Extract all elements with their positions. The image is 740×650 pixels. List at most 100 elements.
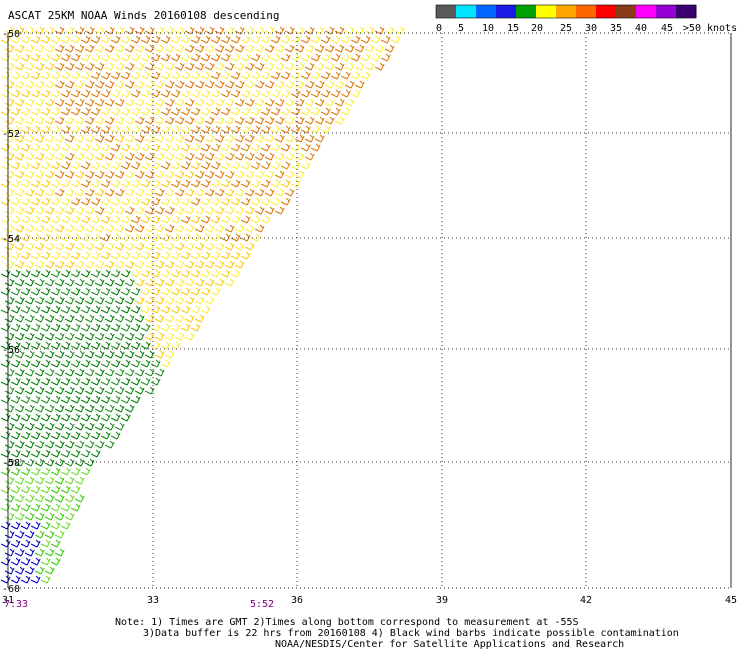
wind-barb [150,161,161,170]
wind-barb [64,134,75,143]
wind-barb [90,431,101,440]
lat-lon-grid [7,32,732,589]
wind-barb [74,80,85,89]
wind-barb [230,233,241,242]
wind-barb [270,35,281,44]
wind-barb [164,296,175,305]
wind-barb [310,125,321,134]
wind-barb [80,449,91,458]
wind-barb [0,359,11,368]
wind-barb [104,404,115,413]
wind-barb [34,494,45,503]
wind-barb [34,512,45,521]
wind-barb [134,98,145,107]
wind-barb [44,134,55,143]
wind-barb [144,350,155,359]
wind-barb [80,323,91,332]
wind-barb [130,323,141,332]
wind-barb [70,467,81,476]
wind-barb [244,44,255,53]
wind-barb [224,278,235,287]
wind-barb [94,152,105,161]
wind-barb [10,197,21,206]
wind-barb [234,242,245,251]
wind-barb [154,116,165,125]
wind-barb [164,314,175,323]
wind-barb [274,98,285,107]
wind-barb [224,44,235,53]
wind-barb [244,206,255,215]
wind-barb [124,386,135,395]
wind-barb [194,314,205,323]
wind-barb [370,35,381,44]
wind-barb [160,53,171,62]
wind-barb [4,368,15,377]
wind-barb [344,80,355,89]
wind-barb [60,35,71,44]
wind-barb [94,206,105,215]
legend-label: 0 [436,23,442,34]
wind-barb [130,125,141,134]
wind-barb [70,377,81,386]
wind-barb [4,206,15,215]
wind-barb [54,296,65,305]
wind-barb [24,98,35,107]
wind-barb [164,332,175,341]
wind-barb [130,197,141,206]
wind-barb [104,98,115,107]
wind-barb [24,404,35,413]
wind-barb [140,125,151,134]
wind-barb [34,548,45,557]
wind-barb [120,215,131,224]
wind-barb [20,323,31,332]
wind-barb [100,413,111,422]
wind-barb [20,53,31,62]
wind-barb [144,206,155,215]
wind-barb [214,98,225,107]
wind-barb [204,98,215,107]
wind-barb [14,404,25,413]
wind-barb [70,233,81,242]
wind-barb [194,26,205,35]
wind-barb [50,413,61,422]
wind-barb [14,476,25,485]
wind-barb [64,188,75,197]
wind-barb [104,422,115,431]
wind-barb [30,575,41,584]
wind-barb [124,62,135,71]
wind-barb [174,80,185,89]
wind-barb [60,485,71,494]
wind-barb [120,125,131,134]
wind-barb [104,296,115,305]
wind-barb [40,485,51,494]
wind-barb [74,116,85,125]
wind-barb [74,494,85,503]
wind-barb [274,62,285,71]
wind-barb [144,80,155,89]
wind-barb [44,278,55,287]
wind-barb [14,170,25,179]
wind-barb [314,62,325,71]
wind-barb [304,116,315,125]
wind-barb [50,179,61,188]
wind-barb [24,134,35,143]
wind-barb [14,206,25,215]
wind-barb [174,296,185,305]
wind-barb [64,224,75,233]
wind-barb [34,350,45,359]
wind-barb [94,404,105,413]
wind-barb [220,143,231,152]
wind-barb [224,26,235,35]
wind-barb [214,242,225,251]
wind-barb [160,233,171,242]
wind-barb [90,305,101,314]
wind-barb [74,188,85,197]
wind-barb [250,179,261,188]
wind-barb [44,548,55,557]
wind-barb [40,557,51,566]
wind-barb [114,332,125,341]
wind-barb [164,134,175,143]
wind-barb [140,143,151,152]
wind-barb [240,89,251,98]
wind-barb [20,89,31,98]
